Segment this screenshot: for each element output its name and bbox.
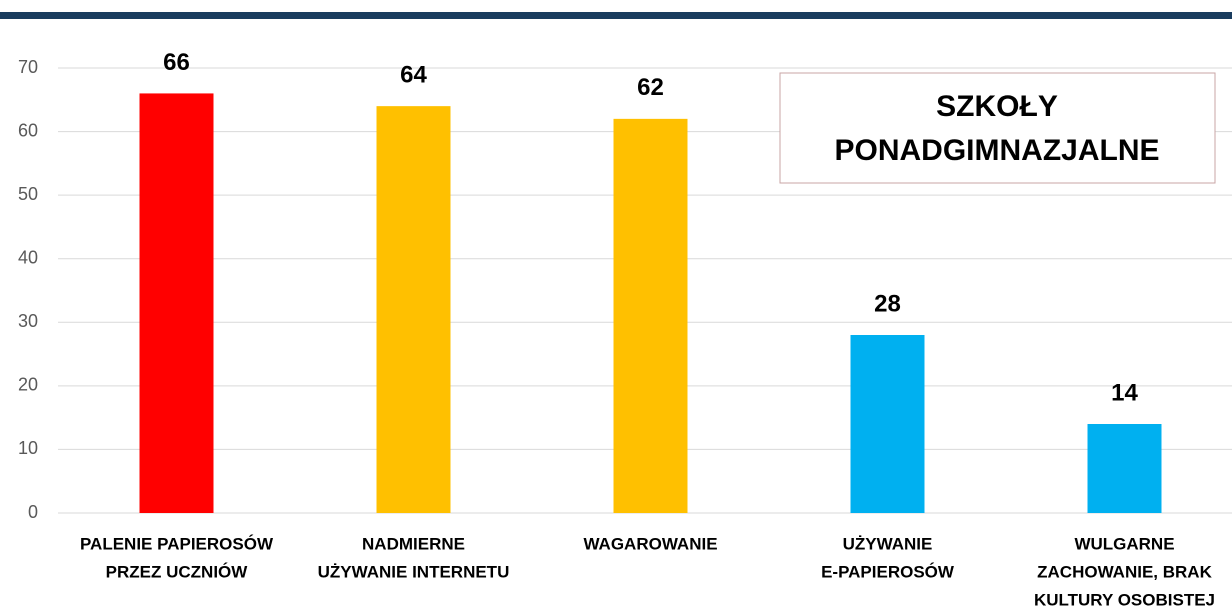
- y-tick-label: 30: [18, 311, 38, 331]
- bar: [139, 93, 214, 513]
- value-label: 64: [400, 61, 427, 88]
- x-tick-label: UŻYWANIE INTERNETU: [318, 562, 510, 581]
- x-tick-label: KULTURY OSOBISTEJ: [1034, 590, 1215, 609]
- value-label: 62: [637, 74, 664, 101]
- x-tick-label: ZACHOWANIE, BRAK: [1037, 562, 1212, 581]
- bar: [1087, 424, 1162, 513]
- x-tick-label: UŻYWANIE: [843, 534, 933, 553]
- y-tick-label: 70: [18, 57, 38, 77]
- y-tick-label: 0: [28, 502, 38, 522]
- header-bar: [0, 12, 1232, 19]
- value-label: 14: [1111, 379, 1138, 406]
- x-tick-label: PRZEZ UCZNIÓW: [106, 562, 249, 581]
- bar: [613, 118, 688, 513]
- annotation: PONADGIMNAZJALNE: [834, 134, 1159, 167]
- x-tick-label: WULGARNE: [1074, 534, 1174, 553]
- y-tick-label: 40: [18, 247, 38, 267]
- bar: [376, 106, 451, 514]
- x-tick-label: E-PAPIEROSÓW: [821, 562, 955, 581]
- bar: [850, 335, 925, 513]
- x-tick-label: PALENIE PAPIEROSÓW: [80, 534, 274, 553]
- value-label: 66: [163, 49, 190, 76]
- y-tick-label: 50: [18, 184, 38, 204]
- y-tick-label: 10: [18, 438, 38, 458]
- y-tick-label: 20: [18, 375, 38, 395]
- x-tick-label: NADMIERNE: [362, 534, 465, 553]
- annotation: SZKOŁY: [936, 90, 1058, 123]
- x-tick-label: WAGAROWANIE: [583, 534, 717, 553]
- annotation-box: [779, 72, 1216, 184]
- value-label: 28: [874, 290, 901, 317]
- y-tick-label: 60: [18, 120, 38, 140]
